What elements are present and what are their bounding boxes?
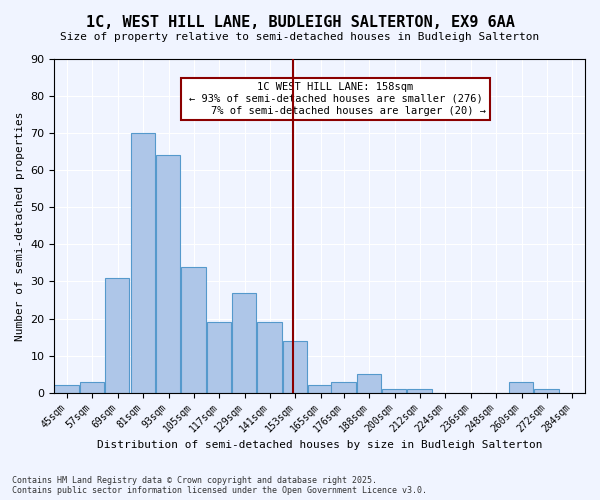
Text: Contains HM Land Registry data © Crown copyright and database right 2025.
Contai: Contains HM Land Registry data © Crown c… <box>12 476 427 495</box>
Bar <box>283 341 307 392</box>
Bar <box>356 374 381 392</box>
Text: 1C, WEST HILL LANE, BUDLEIGH SALTERTON, EX9 6AA: 1C, WEST HILL LANE, BUDLEIGH SALTERTON, … <box>86 15 514 30</box>
Bar <box>105 278 130 392</box>
Bar <box>80 382 104 392</box>
Bar <box>181 266 206 392</box>
Bar <box>509 382 533 392</box>
Y-axis label: Number of semi-detached properties: Number of semi-detached properties <box>15 111 25 340</box>
Bar <box>308 386 332 392</box>
Bar <box>534 389 559 392</box>
Bar <box>407 389 432 392</box>
Bar <box>257 322 281 392</box>
Bar <box>232 292 256 392</box>
X-axis label: Distribution of semi-detached houses by size in Budleigh Salterton: Distribution of semi-detached houses by … <box>97 440 542 450</box>
Bar <box>206 322 231 392</box>
Bar <box>131 133 155 392</box>
Bar <box>55 386 79 392</box>
Bar <box>156 156 180 392</box>
Text: 1C WEST HILL LANE: 158sqm
← 93% of semi-detached houses are smaller (276)
    7%: 1C WEST HILL LANE: 158sqm ← 93% of semi-… <box>185 82 485 116</box>
Text: Size of property relative to semi-detached houses in Budleigh Salterton: Size of property relative to semi-detach… <box>61 32 539 42</box>
Bar <box>382 389 406 392</box>
Bar <box>331 382 356 392</box>
